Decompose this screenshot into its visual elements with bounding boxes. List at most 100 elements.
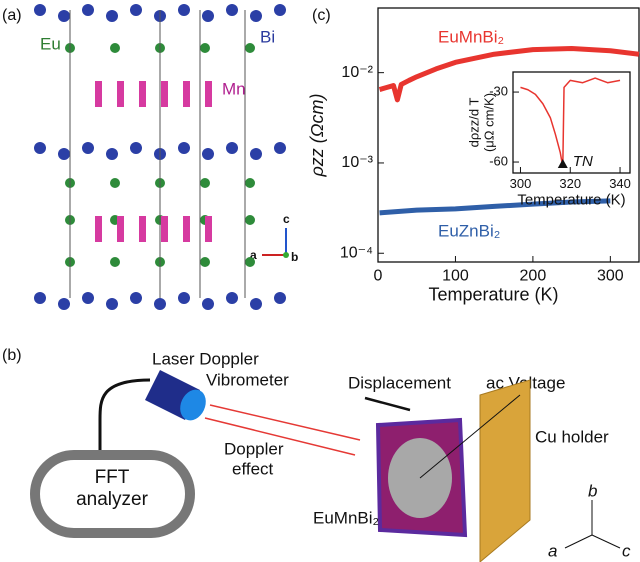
bi-atom (226, 142, 238, 154)
bi-atom (226, 4, 238, 16)
axis-label: b (588, 481, 597, 500)
mn-moment (95, 216, 102, 242)
mn-moment (139, 81, 146, 107)
plot-frame (377, 7, 640, 263)
mn-moment (205, 216, 212, 242)
panel-label: (c) (312, 7, 331, 24)
panel-b: (b) FFT analyzer Laser Doppler Vibromete… (2, 347, 631, 562)
eu-atom (245, 178, 255, 188)
x-tick-label: 340 (609, 176, 631, 191)
axis-label: b (291, 250, 298, 264)
bi-atom (178, 4, 190, 16)
tn-marker (557, 159, 568, 168)
x-tick-label: 200 (520, 268, 547, 285)
y-tick-label: -60 (489, 153, 508, 168)
atom-label: Mn (222, 79, 246, 98)
doppler-label: effect (232, 459, 274, 478)
eu-atom (110, 257, 120, 267)
eu-atom (110, 43, 120, 53)
x-tick-label: 320 (559, 176, 581, 191)
bi-atom (274, 142, 286, 154)
bi-atom (58, 10, 70, 22)
mn-moment (161, 81, 168, 107)
bi-atom (274, 4, 286, 16)
y-tick-label: 10⁻² (341, 64, 373, 81)
fft-box (30, 450, 195, 538)
displacement-label: Displacement (348, 373, 451, 392)
bi-atom (202, 10, 214, 22)
axis (564, 534, 593, 549)
panel-label: (a) (2, 7, 22, 24)
vibrometer-lens (180, 389, 206, 421)
bi-atom (34, 142, 46, 154)
cu-holder (479, 379, 531, 562)
eu-atom (200, 257, 210, 267)
y-axis-label: (μΩ cm/K) (481, 93, 496, 152)
bi-atom (274, 292, 286, 304)
doppler-label: Doppler (224, 439, 284, 458)
plot-frame (512, 71, 631, 174)
mn-moment (183, 81, 190, 107)
bi-atom (250, 148, 262, 160)
bi-atom (130, 4, 142, 16)
displacement-arrow (364, 396, 411, 412)
laser (204, 417, 356, 456)
bi-atom (130, 142, 142, 154)
bi-atom (250, 10, 262, 22)
x-axis-label: Temperature (K) (428, 284, 558, 304)
sample-label: EuMnBi₂ (313, 508, 379, 527)
y-tick-label: 10⁻⁴ (340, 244, 373, 261)
vibrometer-label: Laser Doppler (152, 349, 259, 368)
atom-label: Bi (260, 27, 275, 46)
bi-atom (226, 292, 238, 304)
x-tick-label: 300 (597, 268, 624, 285)
axis-label: c (622, 541, 631, 560)
eu-atom (200, 178, 210, 188)
fft-label: FFT (95, 467, 130, 488)
laser (209, 404, 361, 441)
y-axis-label: dρzz/d T (466, 98, 481, 148)
eu-atom (110, 178, 120, 188)
bi-atom (106, 10, 118, 22)
eu-atom (200, 43, 210, 53)
bi-atom (154, 298, 166, 310)
axis-label: c (283, 212, 290, 226)
eu-atom (245, 257, 255, 267)
bi-atom (178, 142, 190, 154)
x-axis-label: Temperature (K) (517, 191, 625, 208)
holder-label: Cu holder (535, 427, 609, 446)
panel-a: (a) Eu Bi Mn c a b (2, 4, 298, 310)
y-tick-label: -30 (489, 83, 508, 98)
atom-label: Eu (40, 34, 61, 53)
x-tick-label: 0 (374, 268, 383, 285)
eu-atom (245, 215, 255, 225)
series-label: EuZnBi₂ (438, 221, 500, 240)
cable (98, 378, 151, 455)
axis-origin (283, 252, 289, 258)
bi-atom (202, 148, 214, 160)
bi-atom (178, 292, 190, 304)
eu-atom (245, 43, 255, 53)
bi-atom (82, 142, 94, 154)
mn-moment (95, 81, 102, 107)
bi-atom (82, 292, 94, 304)
y-axis-label: ρzz (Ωcm) (307, 94, 327, 178)
panel-c: (c) (312, 7, 331, 24)
bi-atom (250, 298, 262, 310)
bi-atom (82, 4, 94, 16)
mn-moment (183, 216, 190, 242)
mn-moment (161, 216, 168, 242)
bi-atom (58, 298, 70, 310)
bi-atom (106, 148, 118, 160)
axis-label: a (548, 541, 557, 560)
y-tick-label: 10⁻³ (341, 154, 373, 171)
fft-label: analyzer (76, 489, 148, 510)
bi-atom (34, 4, 46, 16)
axis (591, 534, 621, 549)
mn-moment (117, 216, 124, 242)
annotation: TN (573, 153, 593, 170)
x-tick-label: 300 (510, 176, 532, 191)
mn-moment (205, 81, 212, 107)
bi-atom (34, 292, 46, 304)
